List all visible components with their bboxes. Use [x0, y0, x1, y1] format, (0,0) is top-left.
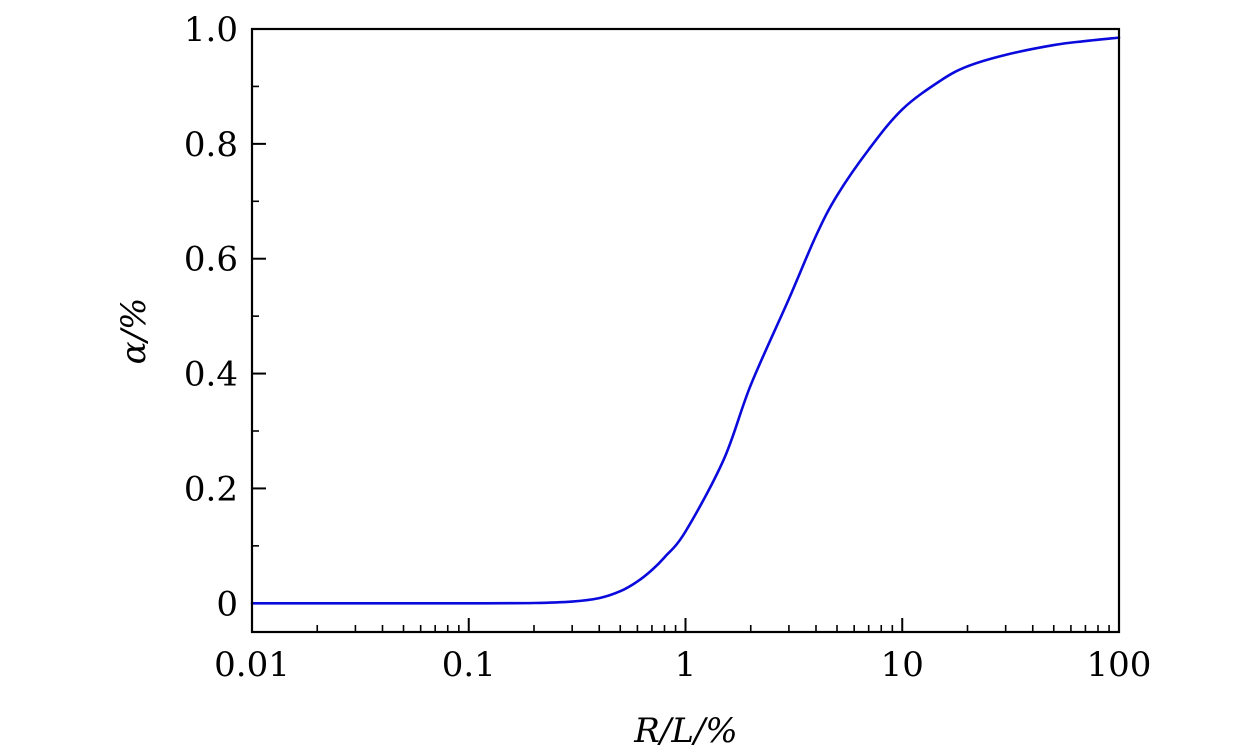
- y-minor-ticks: [252, 85, 259, 547]
- y-axis-label: α/%: [114, 298, 154, 365]
- x-tick-label: 10: [881, 645, 924, 685]
- x-tick-label: 0.01: [214, 645, 290, 685]
- x-minor-ticks: [316, 625, 1110, 632]
- y-tick-label: 0: [216, 584, 238, 624]
- series-line: [250, 36, 1121, 605]
- x-axis-label: R/L/%: [633, 711, 737, 751]
- y-tick-label: 1.0: [184, 10, 238, 50]
- x-tick-labels: 0.01 0.1 1 10 100: [214, 645, 1151, 685]
- y-tick-label: 0.4: [184, 355, 238, 395]
- y-tick-label: 0.2: [184, 469, 238, 509]
- x-tick-label: 0.1: [442, 645, 496, 685]
- x-tick-label: 100: [1087, 645, 1152, 685]
- series-layer: [250, 36, 1121, 605]
- y-tick-label: 0.6: [184, 240, 238, 280]
- plot-frame: [250, 27, 1121, 634]
- y-tick-labels: 0 0.2 0.4 0.6 0.8 1.0: [184, 10, 238, 624]
- x-tick-label: 1: [675, 645, 697, 685]
- y-tick-label: 0.8: [184, 125, 238, 165]
